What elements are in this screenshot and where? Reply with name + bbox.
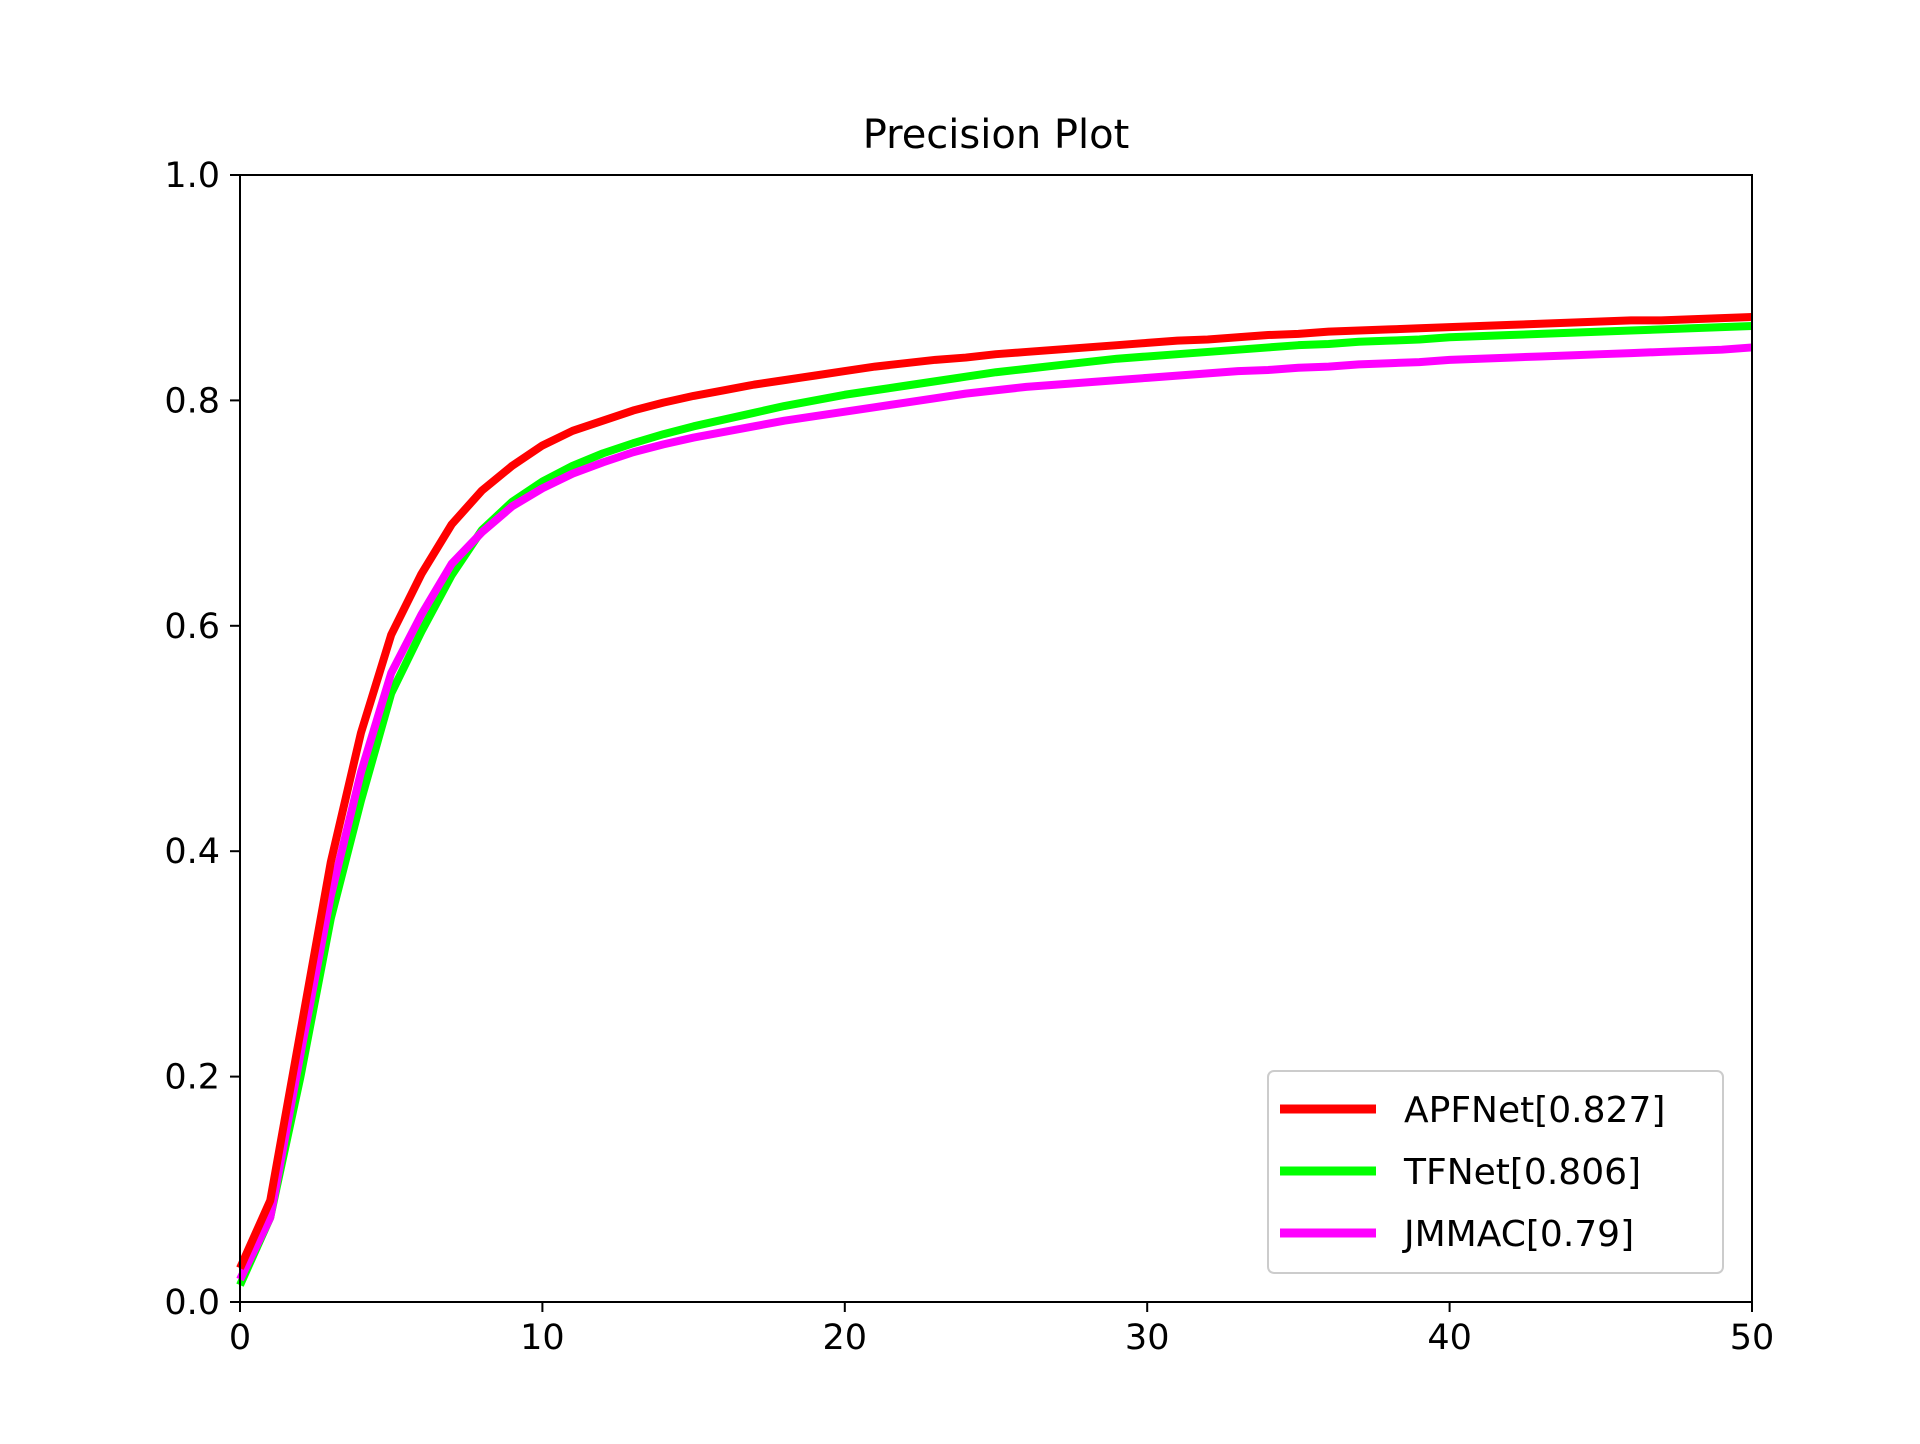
chart-title: Precision Plot: [863, 112, 1130, 158]
y-axis-ticks: 0.0 0.2 0.4 0.6 0.8 1.0: [164, 156, 240, 1323]
legend-box: [1267, 1070, 1724, 1274]
x-tick-label: 10: [520, 1318, 565, 1358]
y-tick-label: 0.8: [164, 381, 220, 421]
plot-frame: [239, 174, 1753, 1303]
x-tick-label: 30: [1125, 1318, 1170, 1358]
x-tick-label: 20: [823, 1318, 868, 1358]
legend-label: TFNet[0.806]: [1403, 1152, 1641, 1193]
series-line-jmmac: [236, 343, 1753, 1282]
legend: APFNet[0.827] TFNet[0.806] JMMAC[0.79]: [1267, 1070, 1724, 1274]
y-tick-label: 0.6: [164, 607, 220, 647]
series-line-apfnet: [236, 313, 1753, 1270]
x-axis-ticks: 0 10 20 30 40 50: [229, 1302, 1774, 1358]
x-tick-label: 50: [1730, 1318, 1775, 1358]
y-tick-label: 0.4: [164, 832, 220, 872]
x-tick-label: 40: [1427, 1318, 1472, 1358]
y-tick-label: 0.0: [164, 1283, 220, 1323]
y-tick-label: 0.2: [164, 1058, 220, 1098]
legend-label: JMMAC[0.79]: [1402, 1214, 1634, 1255]
plot-series-group: [236, 313, 1753, 1287]
y-tick-label: 1.0: [164, 156, 220, 196]
x-tick-label: 0: [229, 1318, 251, 1358]
legend-label: APFNet[0.827]: [1404, 1090, 1665, 1131]
